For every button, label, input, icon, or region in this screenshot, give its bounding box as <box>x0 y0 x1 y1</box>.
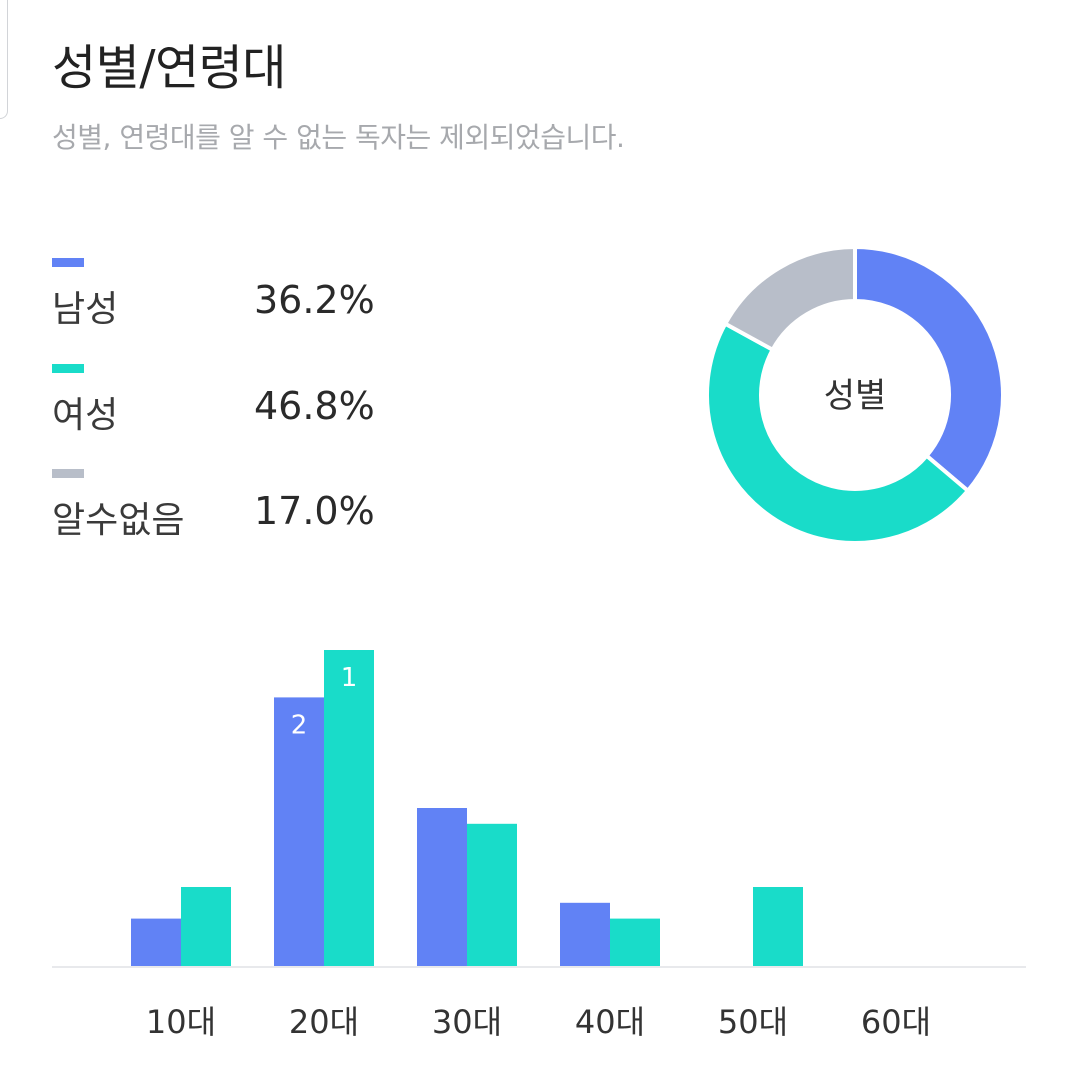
x-tick-label: 10대 <box>146 1003 216 1041</box>
donut-slice <box>705 320 971 545</box>
x-tick-label: 60대 <box>861 1003 931 1041</box>
x-tick-label: 30대 <box>432 1003 502 1041</box>
bar-female <box>467 823 517 966</box>
legend-value: 17.0% <box>254 489 375 533</box>
bar-female <box>181 887 231 966</box>
page-title: 성별/연령대 <box>52 40 286 96</box>
legend-swatch-female <box>52 364 84 373</box>
x-tick-label: 50대 <box>718 1003 788 1041</box>
legend-value: 36.2% <box>254 278 375 322</box>
donut-center-label: 성별 <box>824 376 887 416</box>
legend-label: 남성 <box>52 289 119 330</box>
frame-edge <box>0 0 8 119</box>
bar-male <box>131 918 181 966</box>
legend-item-female: 여성 46.8% <box>52 364 412 444</box>
legend-item-unknown: 알수없음 17.0% <box>52 469 412 549</box>
bar-female <box>610 918 660 966</box>
legend-label: 여성 <box>52 395 119 436</box>
gender-donut-chart: 성별 <box>705 244 1005 545</box>
legend-item-male: 남성 36.2% <box>52 258 412 338</box>
page-subtitle: 성별, 연령대를 알 수 없는 독자는 제외되었습니다. <box>52 121 625 154</box>
bar-male <box>417 808 467 966</box>
bar-rank-label: 2 <box>291 710 308 740</box>
bar-male <box>274 697 324 966</box>
bar-female <box>324 650 374 966</box>
x-tick-label: 40대 <box>575 1003 645 1041</box>
donut-slice <box>853 244 1005 494</box>
bar-rank-label: 1 <box>341 663 358 693</box>
legend-label: 알수없음 <box>52 500 185 541</box>
donut-slice <box>722 244 857 353</box>
x-tick-label: 20대 <box>289 1003 359 1041</box>
legend-swatch-male <box>52 258 84 267</box>
legend-swatch-unknown <box>52 469 84 478</box>
bar-female <box>753 887 803 966</box>
age-bar-chart: 10대 2 1 20대 30대 40대 50대 60대 <box>52 650 1026 1041</box>
bar-male <box>560 902 610 966</box>
legend-value: 46.8% <box>254 384 375 428</box>
